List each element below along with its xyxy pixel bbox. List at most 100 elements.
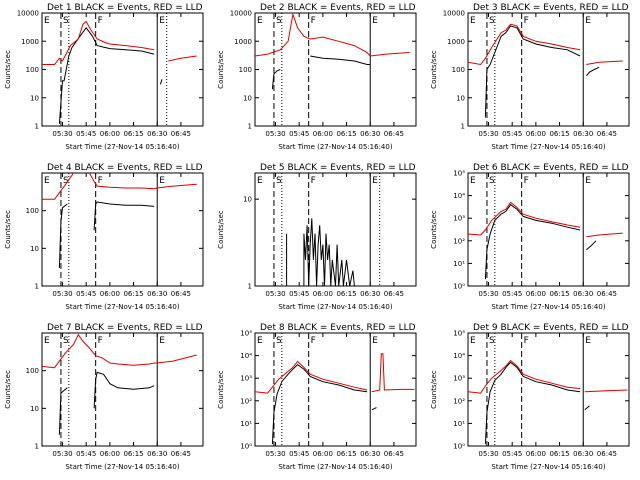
- y-tick-label: 10: [456, 94, 465, 102]
- plot-frame: [41, 332, 204, 447]
- x-tick-label: 06:15: [123, 290, 143, 298]
- x-axis-label: Start Time (27-Nov-14 05:16:40): [65, 463, 179, 471]
- y-tick-label: 10¹: [453, 420, 465, 428]
- panel-title: Det 8 BLACK = Events, RED = LLD: [260, 323, 416, 333]
- y-axis-label: Counts/sec: [430, 210, 438, 249]
- lld-series-line: [254, 360, 368, 394]
- panel-5: Det 5 BLACK = Events, RED = LLD Counts/se…: [217, 163, 417, 311]
- x-tick-label: 06:45: [384, 290, 404, 298]
- y-tick-label: 1: [35, 443, 39, 451]
- y-tick-label: 10000: [443, 10, 465, 18]
- events-series-line: [484, 361, 581, 445]
- x-tick-label: 06:45: [597, 290, 617, 298]
- y-tick-label: 10¹: [453, 260, 465, 268]
- events-series-line: [58, 387, 68, 435]
- y-axis-label: Counts/sec: [4, 370, 12, 409]
- y-tick-label: 1: [461, 123, 465, 131]
- events-series-line: [159, 79, 163, 85]
- y-axis-label: Counts/sec: [217, 50, 225, 89]
- y-tick-label: 10⁵: [453, 170, 465, 178]
- y-tick-label: 10⁴: [453, 352, 465, 360]
- event-marker-label: F: [311, 336, 316, 346]
- plot-frame: [467, 332, 630, 447]
- panel-2: Det 2 BLACK = Events, RED = LLD Counts/se…: [217, 3, 417, 151]
- x-axis-label: Start Time (27-Nov-14 05:16:40): [491, 303, 605, 311]
- event-marker-label: E: [470, 16, 476, 26]
- y-axis-label: Counts/sec: [4, 50, 12, 89]
- event-marker-label: S: [63, 16, 69, 26]
- x-axis-label: Start Time (27-Nov-14 05:16:40): [491, 463, 605, 471]
- y-tick-label: 10: [30, 405, 39, 413]
- x-tick-label: 06:00: [313, 130, 333, 138]
- x-axis-label: Start Time (27-Nov-14 05:16:40): [278, 143, 392, 151]
- event-marker-label: F: [524, 16, 529, 26]
- event-marker-label: E: [585, 176, 591, 186]
- event-marker-label: S: [276, 176, 282, 186]
- y-tick-label: 1: [35, 283, 39, 291]
- event-marker-label: E: [585, 16, 591, 26]
- y-tick-label: 1000: [21, 38, 39, 46]
- lld-series-line: [584, 389, 628, 393]
- x-axis-label: Start Time (27-Nov-14 05:16:40): [278, 303, 392, 311]
- event-marker-label: E: [372, 176, 378, 186]
- panel-title: Det 6 BLACK = Events, RED = LLD: [473, 163, 629, 173]
- y-tick-label: 10²: [453, 397, 465, 405]
- events-series-line: [586, 240, 597, 251]
- y-tick-label: 10⁰: [453, 443, 465, 451]
- x-tick-label: 06:00: [100, 290, 120, 298]
- y-tick-label: 100: [26, 66, 39, 74]
- y-tick-label: 10: [30, 94, 39, 102]
- x-tick-label: 05:45: [289, 450, 309, 458]
- x-tick-label: 05:45: [289, 130, 309, 138]
- y-tick-label: 10¹: [240, 420, 252, 428]
- x-tick-label: 06:15: [549, 290, 569, 298]
- panel-7: Det 7 BLACK = Events, RED = LLD Counts/se…: [4, 323, 204, 471]
- event-marker-label: E: [372, 16, 378, 26]
- x-tick-label: 06:15: [336, 450, 356, 458]
- y-tick-label: 1: [35, 123, 39, 131]
- x-tick-label: 06:45: [384, 130, 404, 138]
- y-tick-label: 10³: [453, 215, 465, 223]
- y-tick-label: 10⁰: [240, 443, 252, 451]
- x-tick-label: 05:45: [76, 290, 96, 298]
- x-tick-label: 06:30: [147, 290, 167, 298]
- y-tick-label: 10²: [453, 237, 465, 245]
- x-tick-label: 05:30: [478, 450, 498, 458]
- panel-4: Det 4 BLACK = Events, RED = LLD Counts/se…: [4, 163, 204, 311]
- lld-series-line: [586, 232, 623, 238]
- x-tick-label: 05:30: [265, 450, 285, 458]
- event-marker-label: F: [98, 16, 103, 26]
- x-tick-label: 05:45: [502, 290, 522, 298]
- event-marker-label: E: [44, 336, 50, 346]
- event-marker-label: E: [470, 336, 476, 346]
- panel-9: Det 9 BLACK = Events, RED = LLD Counts/se…: [430, 323, 630, 471]
- y-axis-label: Counts/sec: [430, 370, 438, 409]
- panel-8: Det 8 BLACK = Events, RED = LLD Counts/se…: [217, 323, 417, 471]
- panel-1: Det 1 BLACK = Events, RED = LLD Counts/se…: [4, 3, 204, 151]
- x-tick-label: 06:45: [384, 450, 404, 458]
- event-marker-label: F: [98, 176, 103, 186]
- event-marker-label: E: [44, 16, 50, 26]
- events-series-line: [371, 407, 377, 411]
- event-marker-label: S: [489, 176, 495, 186]
- event-marker-label: E: [44, 176, 50, 186]
- event-marker-label: E: [257, 336, 263, 346]
- event-marker-label: E: [585, 336, 591, 346]
- events-series-line: [58, 203, 68, 269]
- panel-title: Det 7 BLACK = Events, RED = LLD: [47, 323, 203, 333]
- lld-series-line: [371, 353, 415, 393]
- panel-title: Det 4 BLACK = Events, RED = LLD: [47, 163, 203, 173]
- x-tick-label: 05:30: [478, 290, 498, 298]
- x-tick-label: 06:00: [526, 290, 546, 298]
- y-tick-label: 10⁴: [453, 192, 465, 200]
- x-tick-label: 06:00: [313, 450, 333, 458]
- plot-frame: [41, 172, 204, 287]
- y-tick-label: 10: [243, 94, 252, 102]
- x-tick-label: 05:45: [502, 130, 522, 138]
- event-marker-label: E: [372, 336, 378, 346]
- x-tick-label: 05:45: [289, 290, 309, 298]
- x-tick-label: 05:30: [265, 290, 285, 298]
- lld-series-line: [42, 20, 155, 65]
- x-axis-label: Start Time (27-Nov-14 05:16:40): [65, 143, 179, 151]
